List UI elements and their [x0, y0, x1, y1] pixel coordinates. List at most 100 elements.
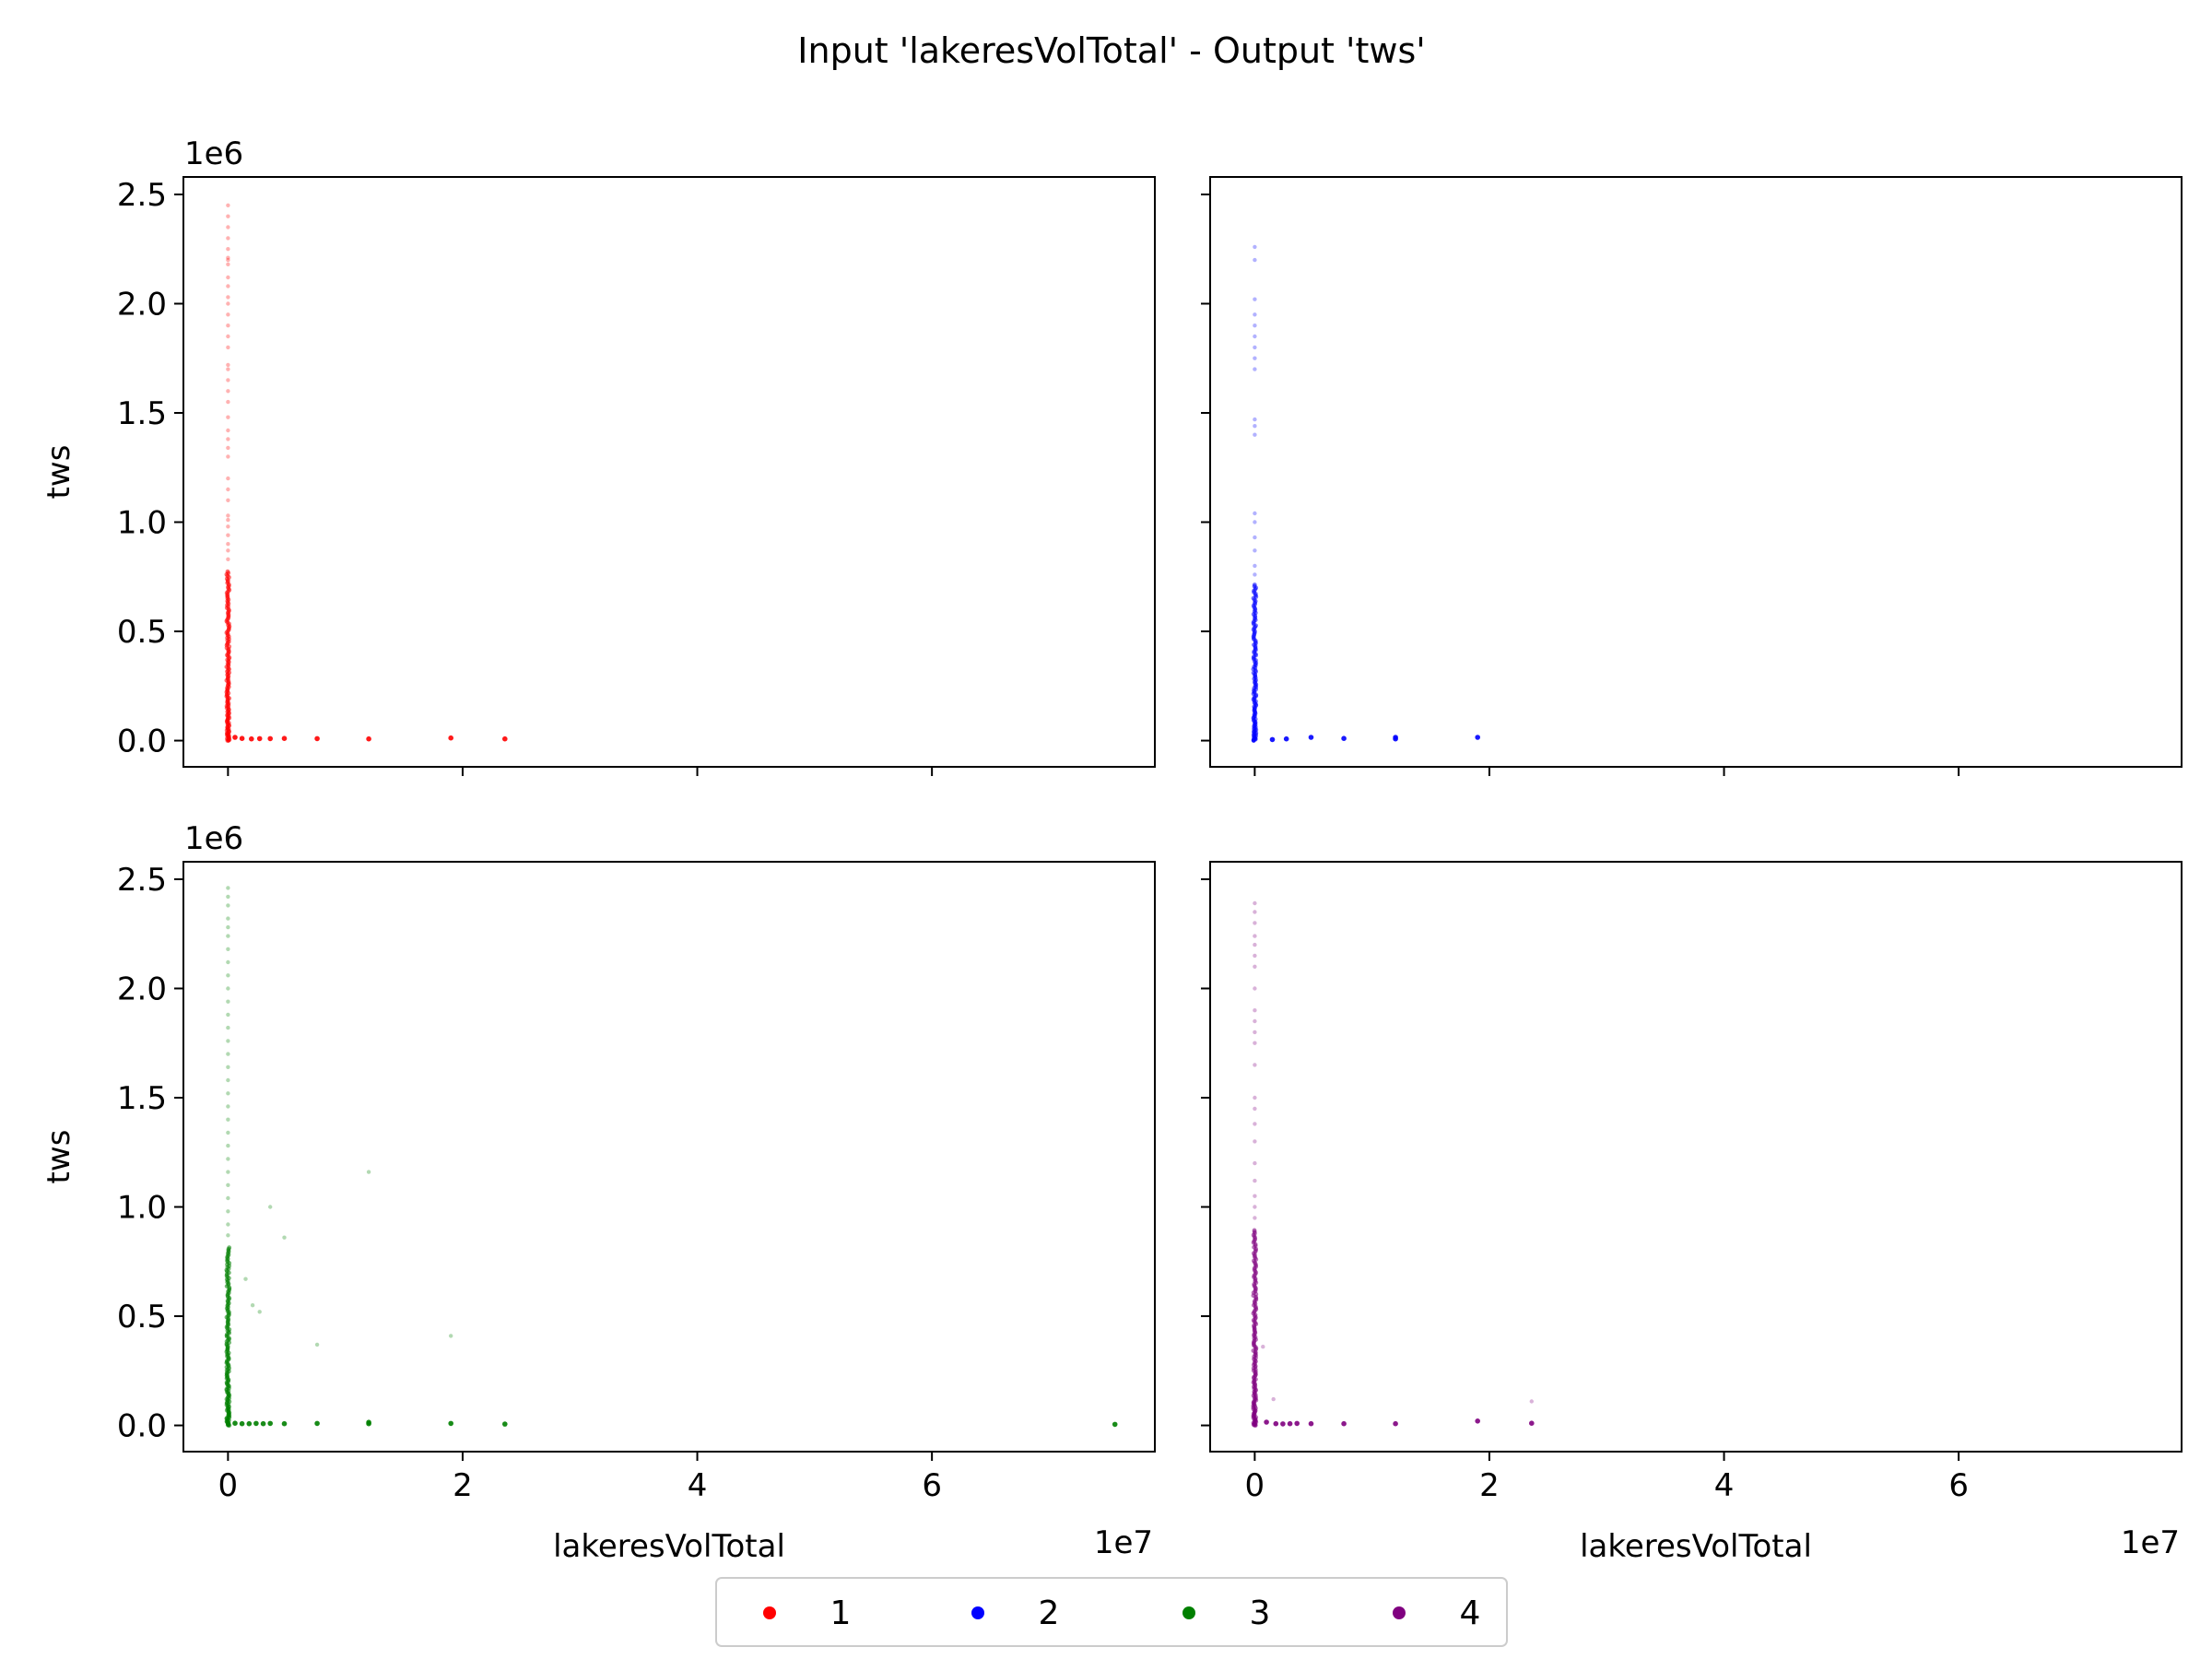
data-point — [226, 916, 230, 921]
data-point — [246, 1420, 253, 1427]
data-point — [1253, 986, 1257, 991]
data-point — [1253, 324, 1257, 328]
legend-label: 1 — [830, 1594, 852, 1632]
data-point — [226, 1130, 230, 1135]
y-tick-label: 1.5 — [117, 1080, 167, 1117]
data-point — [226, 1117, 230, 1122]
y-tick-label: 1.0 — [117, 1190, 167, 1227]
data-point — [226, 533, 230, 537]
x-tick-label: 4 — [688, 1467, 708, 1504]
data-point — [1253, 1216, 1257, 1220]
legend-entry-2: 2 — [971, 1594, 1059, 1632]
data-point — [1393, 1420, 1398, 1427]
series-2-points — [1251, 244, 1480, 743]
data-point — [226, 275, 230, 280]
data-point — [226, 225, 230, 229]
data-point — [226, 886, 230, 890]
data-point — [226, 437, 230, 441]
data-point — [1271, 1396, 1276, 1402]
data-point — [366, 735, 371, 742]
data-point — [226, 378, 230, 382]
data-point — [226, 1222, 230, 1227]
data-point — [1253, 900, 1257, 906]
legend-marker — [1182, 1606, 1195, 1619]
data-point — [243, 1277, 248, 1281]
data-point — [281, 1420, 288, 1427]
data-point — [1253, 356, 1257, 360]
data-point — [226, 399, 230, 405]
data-point — [1253, 520, 1257, 524]
data-point — [226, 236, 230, 241]
data-point — [1253, 1122, 1257, 1126]
data-point — [226, 1052, 230, 1056]
data-point — [232, 1420, 238, 1426]
data-point — [1253, 563, 1257, 569]
data-point — [226, 934, 230, 938]
data-point — [226, 894, 230, 900]
data-point — [1283, 735, 1289, 742]
figure-title: Input 'lakeresVolTotal' - Output 'tws' — [797, 30, 1425, 71]
data-point — [227, 1245, 232, 1251]
data-point — [1269, 736, 1276, 743]
y-axis-label: tws — [41, 1130, 77, 1184]
data-point — [267, 1420, 274, 1427]
data-point — [1253, 1139, 1257, 1144]
data-point — [1261, 1345, 1265, 1349]
data-point — [449, 1334, 453, 1338]
legend-label: 4 — [1460, 1594, 1481, 1632]
data-point — [314, 1420, 320, 1427]
x-tick-label: 0 — [1245, 1467, 1265, 1504]
data-point — [226, 389, 230, 394]
data-point — [1112, 1421, 1118, 1428]
data-point — [1253, 367, 1257, 371]
data-point — [226, 324, 230, 328]
data-point — [502, 1421, 508, 1427]
data-point — [1253, 535, 1257, 540]
data-point — [226, 1143, 230, 1148]
data-point — [1253, 921, 1257, 925]
x-tick-label: 6 — [1948, 1467, 1969, 1504]
data-point — [226, 1233, 230, 1238]
data-point — [239, 735, 245, 741]
data-point — [1273, 1420, 1279, 1427]
data-point — [249, 735, 254, 742]
data-point — [250, 1303, 255, 1308]
subplot-3: 0 2 4 6 0.0 0.5 1.0 1.5 2.0 2.5 1e6 tws lakeresVolTo… — [41, 820, 1156, 1565]
y-offset-label: 1e6 — [184, 820, 243, 857]
data-point — [502, 735, 508, 742]
data-point — [226, 542, 230, 547]
data-point — [226, 548, 230, 553]
data-point — [1253, 417, 1257, 422]
data-point — [268, 1205, 273, 1209]
data-point — [282, 1235, 287, 1240]
data-point — [226, 959, 230, 965]
data-point — [260, 1420, 266, 1427]
data-point — [1253, 511, 1257, 516]
data-point — [1253, 964, 1257, 970]
x-offset-label: 1e7 — [2121, 1524, 2180, 1561]
data-point — [226, 1091, 230, 1096]
x-tick-label: 4 — [1714, 1467, 1735, 1504]
data-point — [226, 524, 230, 529]
data-point — [226, 415, 230, 419]
data-point — [1341, 1420, 1347, 1427]
legend-marker — [1393, 1606, 1406, 1619]
data-point — [1253, 1041, 1257, 1045]
data-point — [226, 312, 230, 317]
data-point — [226, 1077, 230, 1083]
data-point — [1529, 1399, 1535, 1404]
data-point — [1264, 1419, 1269, 1425]
series-4-points — [1251, 900, 1535, 1428]
data-point — [226, 1039, 230, 1043]
legend: 1 2 3 4 — [715, 1577, 1508, 1647]
data-point — [226, 1182, 230, 1188]
data-point — [1253, 345, 1257, 350]
data-point — [366, 1419, 371, 1425]
legend-label: 3 — [1250, 1594, 1271, 1632]
x-tick-label: 6 — [922, 1467, 942, 1504]
x-axis-label: lakeresVolTotal — [1580, 1528, 1812, 1565]
data-point — [1280, 1421, 1286, 1427]
data-point — [1253, 910, 1257, 914]
data-point — [1475, 1418, 1480, 1424]
legend-box — [715, 1577, 1508, 1647]
